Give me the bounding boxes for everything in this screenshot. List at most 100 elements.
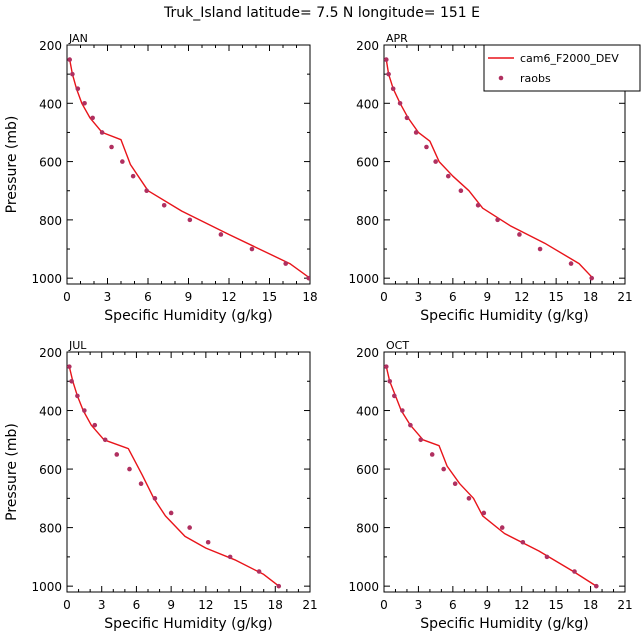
raobs-point [92, 422, 98, 428]
x-tick-label: 18 [268, 598, 283, 612]
x-tick-label: 9 [185, 290, 193, 304]
x-tick-label: 0 [380, 598, 388, 612]
raobs-point [413, 130, 419, 135]
raobs-point [544, 554, 550, 560]
x-tick-label: 6 [449, 290, 457, 304]
x-tick-label: 3 [98, 598, 106, 612]
raobs-point [429, 452, 435, 457]
raobs-point [517, 232, 522, 237]
raobs-point [384, 364, 389, 369]
legend-marker-swatch [498, 75, 504, 81]
x-axis-label: Specific Humidity (g/kg) [104, 308, 272, 324]
y-tick-label: 800 [39, 214, 62, 228]
chart-panel: OCT 0 3 6 9 12 15 18 21 200 400 600 800 1000 Specific … [348, 339, 632, 632]
raobs-point [594, 583, 599, 589]
raobs-point [69, 378, 74, 384]
panel-label: JAN [68, 32, 88, 45]
raobs-point [537, 246, 543, 252]
data-layer [67, 364, 282, 589]
raobs-point [384, 57, 389, 62]
raobs-point [82, 408, 87, 413]
x-tick-label: 0 [63, 598, 71, 612]
x-tick-label: 12 [514, 598, 529, 612]
data-layer [384, 57, 595, 281]
raobs-point [306, 275, 310, 281]
legend-entry-raobs: raobs [520, 72, 551, 85]
raobs-point [127, 466, 132, 472]
raobs-point [120, 159, 125, 164]
y-tick-label: 1000 [348, 272, 379, 286]
chart-panel: JAN 0 3 6 9 12 15 18 200 400 600 800 1000 Specific Hu… [4, 32, 318, 324]
x-tick-label: 6 [133, 598, 141, 612]
plot-frame [66, 44, 311, 285]
raobs-point [441, 466, 446, 472]
y-tick-label: 800 [356, 522, 379, 536]
raobs-point [227, 554, 233, 560]
x-tick-label: 12 [514, 290, 529, 304]
raobs-point [452, 481, 458, 487]
raobs-point [424, 144, 429, 150]
raobs-point [445, 173, 451, 179]
raobs-point [408, 422, 413, 428]
raobs-point [572, 569, 577, 574]
raobs-point [249, 246, 255, 252]
x-tick-label: 6 [144, 290, 152, 304]
raobs-point [466, 496, 472, 501]
raobs-point [276, 583, 282, 589]
raobs-point [475, 203, 481, 208]
x-tick-label: 9 [483, 290, 491, 304]
plot-frame [383, 351, 626, 593]
x-tick-label: 18 [302, 290, 317, 304]
legend-box [483, 44, 641, 92]
x-tick-label: 9 [483, 598, 491, 612]
x-tick-label: 15 [233, 598, 248, 612]
x-tick-label: 21 [617, 598, 632, 612]
x-tick-label: 12 [198, 598, 213, 612]
raobs-point [481, 510, 487, 516]
y-tick-label: 600 [39, 156, 62, 170]
raobs-point [75, 393, 80, 399]
y-axis-label: Pressure (mb) [4, 116, 20, 214]
y-tick-label: 600 [356, 463, 379, 477]
raobs-point [187, 525, 192, 530]
raobs-point [67, 57, 72, 62]
raobs-point [458, 188, 464, 194]
raobs-point [418, 437, 424, 443]
raobs-point [218, 232, 224, 237]
data-layer [384, 364, 599, 589]
chart-panel: JUL 0 3 6 9 12 15 18 21 200 400 600 800 1000 Specific … [4, 339, 318, 632]
chart-panel: APR 0 3 6 9 12 15 18 21 200 400 600 800 1000 Specific … [348, 32, 641, 324]
raobs-point [400, 408, 405, 413]
raobs-point [397, 100, 403, 106]
raobs-point [67, 364, 72, 369]
raobs-point [75, 86, 81, 92]
legend-entry-model: cam6_F2000_DEV [520, 52, 619, 65]
model-profile-line [69, 59, 310, 279]
y-tick-label: 400 [39, 405, 62, 419]
y-tick-label: 200 [356, 346, 379, 360]
panel-label: JUL [68, 339, 87, 352]
raobs-point [187, 217, 193, 223]
x-axis-label: Specific Humidity (g/kg) [420, 308, 588, 324]
panel-label: APR [386, 32, 408, 45]
raobs-point [433, 159, 438, 164]
y-tick-label: 1000 [31, 580, 62, 594]
raobs-point [114, 452, 120, 457]
y-tick-label: 200 [356, 39, 379, 53]
raobs-point [499, 525, 505, 530]
raobs-point [256, 569, 262, 574]
raobs-point [161, 203, 167, 208]
raobs-point [109, 144, 114, 150]
figure-title: Truk_Island latitude= 7.5 N longitude= 1… [163, 5, 480, 21]
x-tick-label: 0 [63, 290, 71, 304]
raobs-point [138, 481, 144, 487]
raobs-point [568, 261, 574, 266]
x-tick-label: 21 [302, 598, 317, 612]
model-profile-line [385, 366, 597, 587]
raobs-point [386, 71, 391, 77]
x-tick-label: 15 [549, 290, 564, 304]
raobs-point [82, 100, 87, 106]
x-tick-label: 21 [617, 290, 632, 304]
